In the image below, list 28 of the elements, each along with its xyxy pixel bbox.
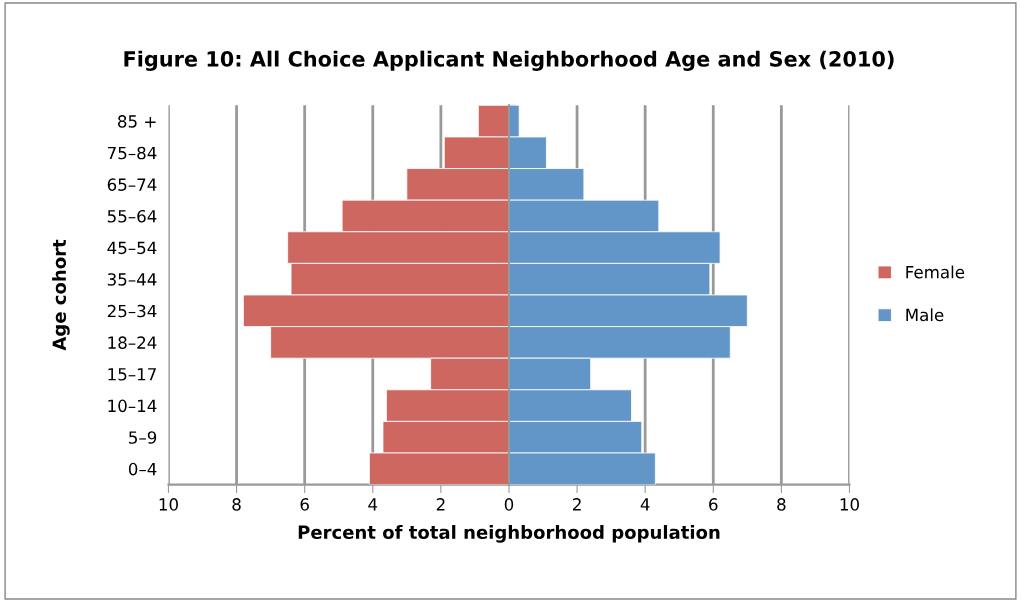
x-tick-label: 4 xyxy=(368,498,378,511)
x-tick-label: 2 xyxy=(572,498,581,511)
y-tick-label: 25–34 xyxy=(107,304,157,318)
y-tick-label: 55–64 xyxy=(107,209,157,223)
y-tick-label: 65–74 xyxy=(107,178,157,191)
y-tick-label: 10–14 xyxy=(108,399,157,413)
y-tick-label: 35–44 xyxy=(107,273,157,286)
y-tick-label: 0–4 xyxy=(128,462,157,476)
legend-label: Female xyxy=(906,265,965,279)
x-tick-label: 8 xyxy=(232,498,241,511)
x-tick-label: 0 xyxy=(504,498,514,511)
y-tick-label: 85 + xyxy=(118,115,156,128)
y-tick-label: 75–84 xyxy=(107,146,157,160)
chart-title: Figure 10: All Choice Applicant Neighborhood Age and Sex (2010) xyxy=(124,50,894,71)
y-axis-title: Age cohort xyxy=(52,239,70,351)
x-tick-label: 8 xyxy=(777,498,786,511)
x-tick-label: 2 xyxy=(436,498,445,511)
y-tick-label: 15–17 xyxy=(108,368,156,381)
x-tick-label: 4 xyxy=(640,498,650,511)
y-tick-label: 18–24 xyxy=(108,336,157,349)
y-tick-label: 5–9 xyxy=(129,431,157,444)
x-tick-label: 6 xyxy=(300,498,309,511)
legend-label: Male xyxy=(906,308,944,322)
x-tick-label: 10 xyxy=(159,498,178,511)
x-tick-label: 6 xyxy=(709,498,718,511)
x-tick-label: 10 xyxy=(840,498,859,511)
y-tick-label: 45–54 xyxy=(107,241,157,255)
x-axis-title: Percent of total neighborhood population xyxy=(298,525,720,543)
